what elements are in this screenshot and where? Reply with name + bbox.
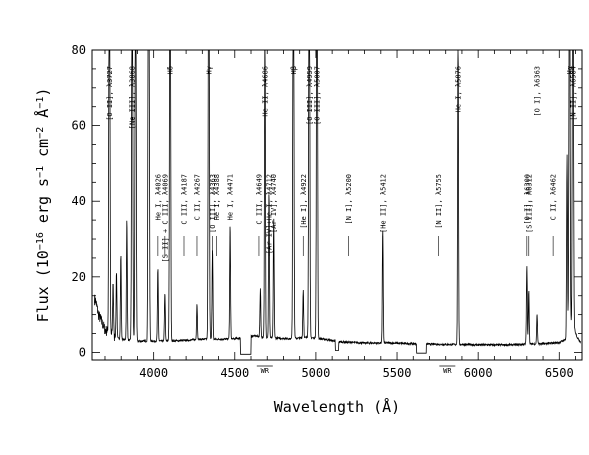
svg-text:C II, λ4267: C II, λ4267: [193, 174, 201, 220]
line-label: [Ar IV]+He I, λ4712: [266, 174, 274, 256]
svg-text:WR: WR: [443, 367, 452, 375]
line-label: C II, λ6462: [550, 174, 558, 256]
svg-text:[O III], λ5007: [O III], λ5007: [314, 66, 322, 125]
line-label: Hγ: [205, 66, 213, 74]
svg-text:Hγ: Hγ: [205, 66, 213, 74]
x-tick-label: 4000: [139, 366, 168, 380]
line-label: Hα: [566, 66, 574, 74]
wr-marker: WR: [256, 365, 273, 375]
line-label: [S III], λ6312: [525, 174, 533, 256]
line-label: [Ar IV], λ4740: [270, 174, 278, 256]
y-axis: 0 20 40 60 80: [72, 43, 582, 359]
line-label: He I, λ4026: [154, 174, 162, 256]
line-label: [O III], λ5007: [314, 66, 322, 125]
x-tick-label: 6500: [545, 366, 574, 380]
svg-text:He I, λ4471: He I, λ4471: [227, 174, 235, 220]
x-tick-label: 5000: [301, 366, 330, 380]
svg-text:Hδ: Hδ: [167, 66, 175, 74]
line-label: [He II], λ5412: [379, 174, 387, 256]
svg-text:[Ar IV], λ4740: [Ar IV], λ4740: [270, 174, 278, 233]
line-label: [S II] + C III, λ4069: [161, 174, 169, 263]
line-label: C III, λ4187: [180, 174, 188, 256]
y-tick-label: 20: [72, 270, 86, 284]
line-label: [O II], λ3727: [106, 66, 114, 121]
y-tick-label: 0: [79, 345, 86, 359]
svg-text:He I, λ4388: He I, λ4388: [213, 174, 221, 220]
svg-text:Hβ: Hβ: [290, 66, 298, 74]
line-label: [O I], λ6300: [523, 174, 531, 256]
svg-text:He I, λ4026: He I, λ4026: [154, 174, 162, 220]
svg-text:[N II], λ6584: [N II], λ6584: [569, 66, 577, 121]
svg-text:C III, λ4649: C III, λ4649: [255, 174, 263, 225]
plot-frame: [91, 49, 583, 361]
line-label: [N II], λ6584: [569, 66, 577, 121]
x-axis: 4000 4500 5000 5500 6000 6500: [104, 50, 576, 380]
svg-text:Hα: Hα: [566, 66, 574, 74]
svg-text:[O III], λ4959: [O III], λ4959: [306, 66, 314, 125]
y-tick-label: 40: [72, 194, 86, 208]
svg-text:He II, λ4686: He II, λ4686: [261, 66, 269, 117]
spectrum-series: [94, 50, 581, 355]
svg-text:C II, λ6462: C II, λ6462: [550, 174, 558, 220]
plot-area: [94, 50, 581, 355]
line-label: C III, λ4649: [255, 174, 263, 256]
svg-text:WR: WR: [261, 367, 270, 375]
line-label: Hδ: [167, 66, 175, 74]
line-label: Hβ: [290, 66, 298, 74]
svg-text:[N I], λ5200: [N I], λ5200: [345, 174, 353, 225]
line-label: He I, λ4388: [213, 174, 221, 256]
line-label: He II, λ4686: [261, 66, 269, 117]
line-label: [He I], λ4922: [300, 174, 308, 256]
svg-text:[O II], λ3727: [O II], λ3727: [106, 66, 114, 121]
line-label: [N II], λ5755: [435, 174, 443, 256]
line-label: C II, λ4267: [193, 174, 201, 256]
wr-marker: WR: [439, 365, 456, 375]
y-tick-label: 80: [72, 43, 86, 57]
svg-text:[N II], λ5755: [N II], λ5755: [435, 174, 443, 229]
line-label: He I, λ4471: [227, 174, 235, 256]
y-axis-title: Flux (10−16 erg s−1 cm−2 Å−1): [33, 88, 52, 323]
x-axis-title: Wavelength (Å): [274, 397, 400, 416]
line-label: [O III], λ4363: [209, 174, 217, 256]
y-tick-label: 60: [72, 119, 86, 133]
svg-text:[S II] + C III, λ4069: [S II] + C III, λ4069: [161, 174, 169, 263]
line-label: [O I], λ6363: [534, 66, 542, 117]
line-label: He I, λ5876: [455, 66, 463, 112]
wr-annotations: WR WR: [256, 365, 456, 375]
svg-text:He I, λ5876: He I, λ5876: [455, 66, 463, 112]
x-tick-label: 5500: [383, 366, 412, 380]
svg-text:[S III], λ6312: [S III], λ6312: [525, 174, 533, 233]
svg-text:[O I], λ6300: [O I], λ6300: [523, 174, 531, 225]
svg-text:[O I], λ6363: [O I], λ6363: [534, 66, 542, 117]
x-tick-label: 6000: [464, 366, 493, 380]
line-label: [Ne III], λ3868: [129, 66, 137, 129]
line-label: [O III], λ4959: [306, 66, 314, 125]
x-tick-label: 4500: [220, 366, 249, 380]
svg-text:[Ar IV]+He I, λ4712: [Ar IV]+He I, λ4712: [266, 174, 274, 254]
line-label: [N I], λ5200: [345, 174, 353, 256]
svg-text:C III, λ4187: C III, λ4187: [180, 174, 188, 225]
svg-text:[O III], λ4363: [O III], λ4363: [209, 174, 217, 233]
svg-text:[He II], λ5412: [He II], λ5412: [379, 174, 387, 233]
svg-text:[Ne III], λ3868: [Ne III], λ3868: [129, 66, 137, 129]
svg-text:[He I], λ4922: [He I], λ4922: [300, 174, 308, 229]
